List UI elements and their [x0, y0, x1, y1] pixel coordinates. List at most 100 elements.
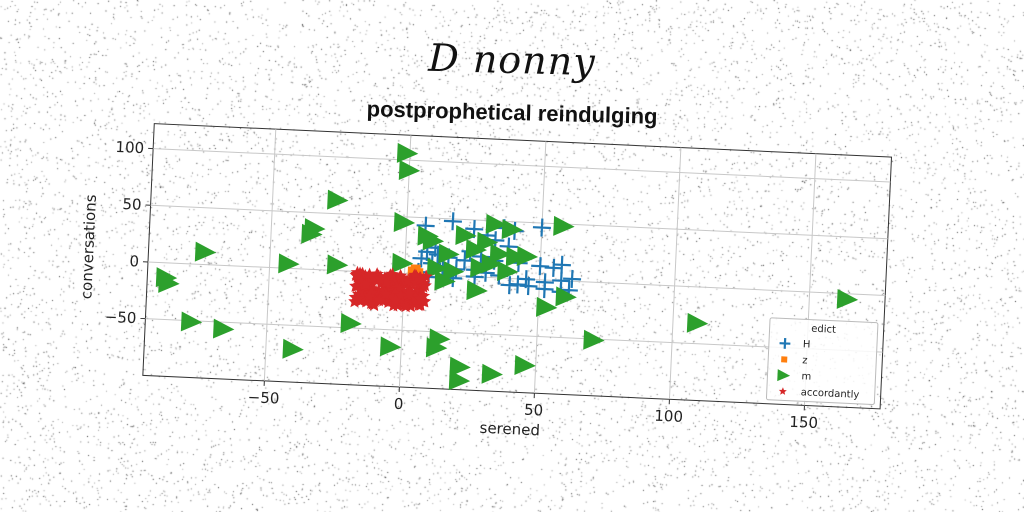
- x-tick-label: 50: [524, 401, 544, 420]
- H-point: [563, 269, 582, 288]
- H-point: [544, 258, 563, 277]
- m-point: [553, 215, 575, 236]
- accordantly-point: [399, 299, 413, 313]
- m-point: [301, 223, 323, 244]
- legend-marker-accordantly: [778, 387, 787, 395]
- grid-lines: [145, 129, 891, 406]
- m-point: [194, 241, 217, 262]
- legend-label-accordantly: accordantly: [800, 387, 859, 401]
- m-point: [583, 329, 605, 350]
- H-point: [508, 275, 527, 294]
- series-accordantly: [348, 265, 433, 313]
- H-point: [500, 276, 519, 295]
- legend-label-z: z: [802, 355, 808, 366]
- H-point: [552, 255, 571, 274]
- legend: edict Hzm accordantly: [765, 317, 879, 405]
- m-point: [476, 231, 499, 252]
- m-point: [505, 246, 528, 267]
- accordantly-point: [351, 291, 365, 305]
- accordantly-point: [379, 287, 393, 301]
- m-point: [485, 213, 508, 234]
- H-point: [455, 251, 474, 270]
- accordantly-point: [388, 293, 402, 307]
- x-tick-label: 150: [789, 413, 818, 432]
- m-point: [442, 260, 465, 281]
- m-point: [180, 311, 203, 332]
- m-point: [425, 337, 448, 358]
- H-point: [535, 280, 554, 299]
- m-point: [391, 252, 414, 273]
- accordantly-point: [385, 267, 400, 281]
- legend-label-H: H: [803, 339, 811, 350]
- accordantly-point: [418, 278, 432, 292]
- accordantly-point: [409, 269, 423, 283]
- tick-labels: −50 0 50 100 150 −50 0 50 100: [104, 138, 818, 432]
- m-point: [448, 370, 471, 391]
- m-point: [555, 286, 577, 307]
- accordantly-point: [350, 267, 365, 281]
- legend-box: [765, 317, 879, 405]
- m-point: [514, 354, 536, 375]
- legend-marker-m: [777, 369, 791, 382]
- m-point: [470, 257, 492, 278]
- m-point: [158, 272, 180, 293]
- accordantly-point: [413, 272, 428, 286]
- plot-frame: [142, 123, 893, 410]
- m-point: [212, 318, 235, 339]
- y-grid-line: [150, 204, 888, 240]
- accordantly-point: [393, 268, 408, 282]
- x-grid-line: [668, 147, 682, 400]
- m-point: [497, 261, 519, 282]
- y-grid-line: [153, 148, 891, 183]
- legend-marker-H: [779, 338, 791, 349]
- m-point: [340, 313, 362, 333]
- data-marks: [155, 142, 859, 391]
- m-point: [501, 219, 524, 240]
- m-point: [438, 243, 460, 264]
- m-point: [836, 288, 859, 309]
- m-point: [398, 159, 421, 180]
- x-tick-label: 100: [654, 407, 683, 426]
- H-point: [531, 257, 550, 276]
- m-point: [282, 338, 304, 359]
- series-m: [155, 142, 859, 391]
- accordantly-point: [367, 270, 381, 284]
- legend-label-m: m: [801, 371, 811, 382]
- m-point: [481, 363, 503, 384]
- m-point: [426, 257, 449, 278]
- m-point: [327, 189, 349, 210]
- y-axis-label: conversations: [77, 194, 100, 300]
- accordantly-point: [401, 274, 415, 287]
- m-point: [379, 336, 402, 357]
- x-axis-label: serened: [479, 419, 540, 440]
- accordantly-point: [402, 286, 417, 300]
- m-point: [535, 296, 558, 317]
- m-point: [434, 270, 456, 291]
- accordantly-point: [349, 279, 363, 293]
- m-point: [326, 254, 349, 275]
- m-point: [455, 225, 477, 246]
- m-point: [516, 246, 539, 266]
- x-tick-label: −50: [247, 388, 279, 407]
- accordantly-point: [414, 292, 428, 306]
- m-point: [422, 230, 445, 251]
- legend-marker-z: [781, 356, 788, 363]
- m-point: [278, 253, 300, 274]
- accordantly-point: [373, 272, 387, 286]
- x-grid-line: [263, 129, 277, 381]
- accordantly-point: [379, 275, 393, 289]
- m-point: [465, 239, 487, 260]
- H-point: [443, 212, 462, 231]
- accordantly-point: [409, 276, 423, 290]
- accordantly-point: [362, 289, 377, 303]
- accordantly-point: [385, 290, 399, 304]
- x-tick-label: 0: [393, 395, 403, 413]
- y-tick-label: 0: [129, 252, 139, 270]
- accordantly-point: [359, 277, 373, 291]
- m-point: [489, 243, 512, 264]
- y-tick-label: 100: [115, 138, 144, 157]
- m-point: [449, 356, 471, 377]
- accordantly-point: [358, 290, 372, 303]
- y-tick-label: 50: [122, 195, 142, 214]
